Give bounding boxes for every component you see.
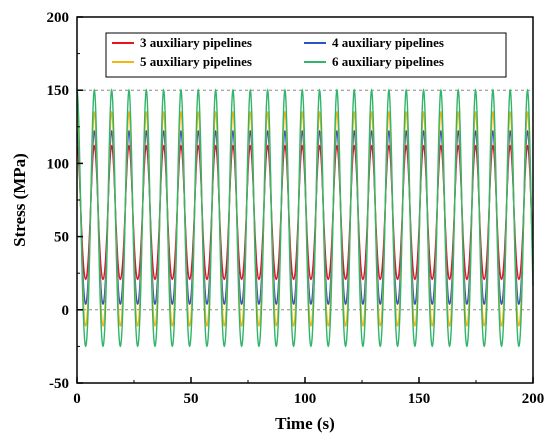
y-axis-title: Stress (MPa) <box>10 153 29 247</box>
legend: 3 auxiliary pipelines 4 auxiliary pipeli… <box>105 32 507 78</box>
reference-lines <box>77 89 533 311</box>
legend-label-3-pipelines: 3 auxiliary pipelines <box>140 35 252 50</box>
x-tick-label: 50 <box>184 391 199 407</box>
y-tick-label: 50 <box>54 230 69 246</box>
series-group <box>76 88 534 348</box>
x-tick-label: 100 <box>294 391 317 407</box>
series-line-6-pipelines <box>76 88 534 348</box>
y-tick-label: 150 <box>47 83 70 99</box>
y-tick-label: 200 <box>47 10 70 26</box>
x-tick-label: 0 <box>73 391 81 407</box>
y-tick-label: 0 <box>62 303 70 319</box>
x-tick-label: 150 <box>408 391 431 407</box>
legend-box <box>105 32 507 78</box>
legend-label-4-pipelines: 4 auxiliary pipelines <box>332 35 444 50</box>
x-axis-title: Time (s) <box>275 414 335 433</box>
y-tick-label: 100 <box>47 156 70 172</box>
legend-label-5-pipelines: 5 auxiliary pipelines <box>140 54 252 69</box>
y-tick-label: -50 <box>49 376 69 392</box>
legend-label-6-pipelines: 6 auxiliary pipelines <box>332 54 444 69</box>
x-tick-label: 200 <box>522 391 545 407</box>
